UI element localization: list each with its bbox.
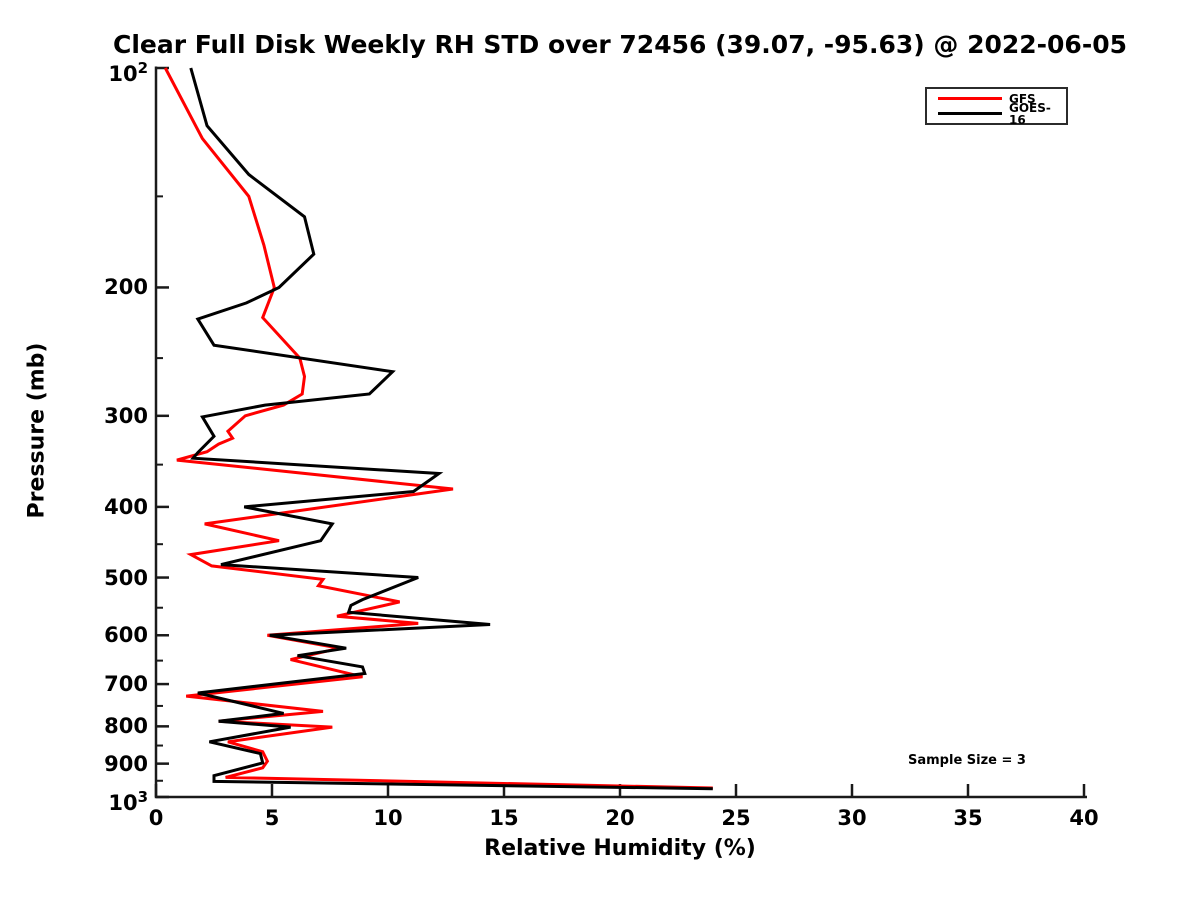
- legend-label-gfs: GFS: [1009, 91, 1036, 106]
- y-tick-label-400: 400: [104, 494, 148, 519]
- legend-entry-gfs: GFS: [927, 91, 1066, 106]
- series-line-goes-16: [189, 67, 713, 791]
- x-tick-label-25: 25: [721, 806, 751, 830]
- y-tick-label-600: 600: [104, 623, 148, 648]
- chart-title: Clear Full Disk Weekly RH STD over 72456…: [112, 30, 1127, 59]
- y-tick-label-700: 700: [104, 672, 148, 697]
- x-tick-label-0: 0: [148, 806, 164, 830]
- y-tick-label-500: 500: [104, 565, 148, 590]
- x-tick-label-5: 5: [264, 806, 280, 830]
- gfs-line-swatch-icon: [938, 97, 1002, 100]
- x-tick-label-40: 40: [1069, 806, 1099, 830]
- x-tick-label-10: 10: [373, 806, 403, 830]
- y-tick-label-300: 300: [104, 403, 148, 428]
- sample-size-annotation: Sample Size = 3: [908, 753, 1026, 768]
- x-axis-label: Relative Humidity (%): [484, 836, 756, 861]
- legend: GFS GOES-16: [925, 87, 1068, 126]
- x-tick-label-20: 20: [605, 806, 635, 830]
- goes16-line-swatch-icon: [938, 112, 1002, 115]
- y-tick-label-200: 200: [104, 275, 148, 300]
- x-tick-label-15: 15: [489, 806, 519, 830]
- x-tick-label-30: 30: [837, 806, 867, 830]
- y-tick-label-800: 800: [104, 714, 148, 739]
- y-tick-label-900: 900: [104, 751, 148, 776]
- y-tick-label-1000: 103: [108, 788, 148, 815]
- legend-entry-goes16: GOES-16: [927, 102, 1066, 126]
- x-tick-label-35: 35: [953, 806, 983, 830]
- axis-spine: [154, 66, 1087, 799]
- legend-label-goes16: GOES-16: [1009, 100, 1051, 127]
- y-tick-label-100: 102: [108, 59, 148, 86]
- series-line-gfs: [163, 67, 713, 790]
